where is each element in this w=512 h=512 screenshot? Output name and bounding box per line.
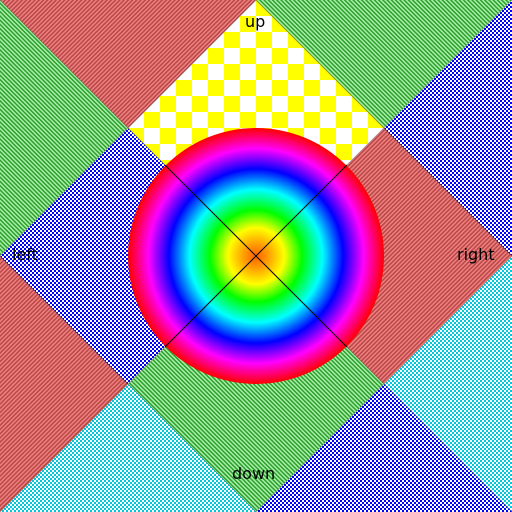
label-right: right [457, 245, 495, 264]
blue-region-top-right [384, 0, 512, 256]
green-region-top-left [0, 0, 128, 256]
green-region-top-right [256, 0, 512, 128]
label-up: up [245, 12, 266, 31]
cyan-region-bottom-left [0, 384, 256, 512]
cyan-region-right [384, 256, 512, 512]
label-left: left [12, 245, 38, 264]
crosshair-line-b [164, 164, 348, 348]
label-down: down [232, 464, 276, 483]
blue-region-bottom-right [256, 384, 512, 512]
